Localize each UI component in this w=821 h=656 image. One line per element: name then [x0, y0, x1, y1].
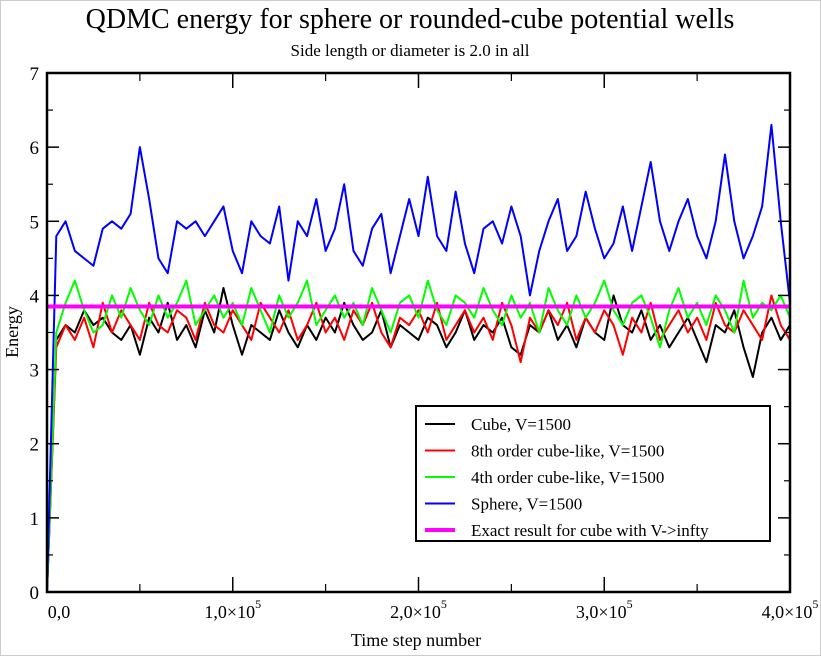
legend-label: Exact result for cube with V->infty — [471, 521, 709, 540]
y-tick-label: 6 — [30, 138, 40, 159]
series-line-1 — [47, 294, 790, 592]
legend-label: 4th order cube-like, V=1500 — [471, 468, 664, 487]
x-tick-label: 3,0×105 — [576, 597, 633, 622]
y-tick-label: 7 — [30, 64, 40, 85]
y-tick-label: 3 — [30, 361, 40, 382]
y-tick-label: 0 — [30, 583, 40, 604]
legend-label: Sphere, V=1500 — [471, 495, 582, 514]
x-axis-label: Time step number — [351, 630, 481, 650]
y-tick-label: 4 — [30, 286, 40, 307]
legend-box — [415, 405, 771, 542]
y-tick-label: 2 — [30, 435, 40, 456]
chart-subtitle: Side length or diameter is 2.0 in all — [291, 41, 530, 60]
series-line-0 — [47, 287, 790, 592]
legend-label: Cube, V=1500 — [471, 415, 571, 434]
x-tick-label: 2,0×105 — [390, 597, 447, 622]
y-tick-label: 1 — [30, 509, 40, 530]
x-tick-label: 0,0 — [48, 602, 71, 622]
x-tick-label: 1,0×105 — [204, 597, 261, 622]
x-tick-label: 4,0×105 — [762, 597, 819, 622]
chart-title: QDMC energy for sphere or rounded-cube p… — [86, 4, 735, 35]
y-axis-label: Energy — [2, 306, 22, 358]
legend-label: 8th order cube-like, V=1500 — [471, 442, 664, 461]
series-line-2 — [47, 279, 790, 592]
series-line-3 — [47, 123, 790, 592]
y-tick-label: 5 — [30, 212, 40, 233]
